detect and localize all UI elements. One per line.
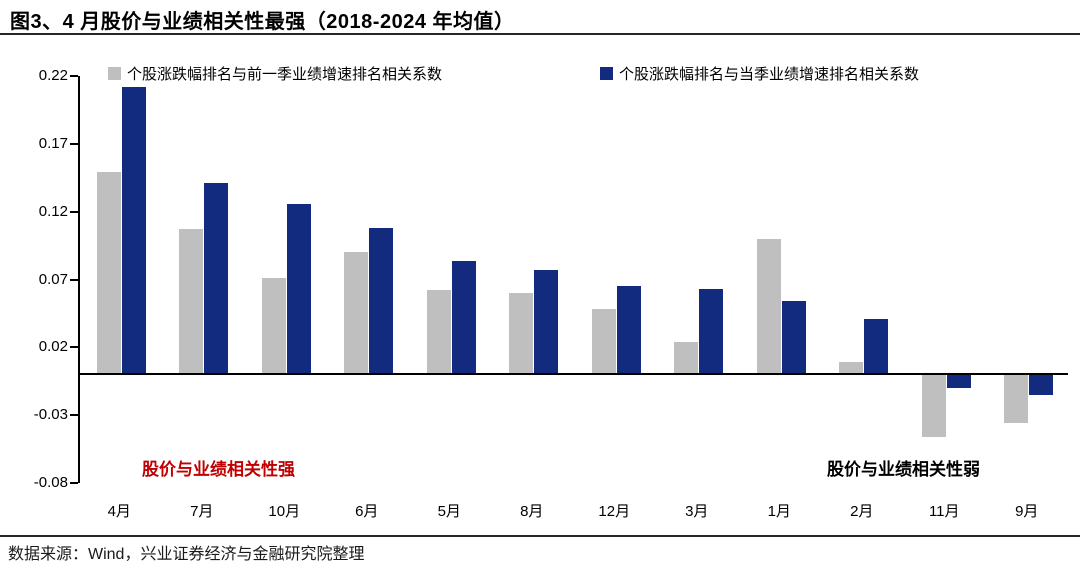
legend-swatch-gray [108,67,121,80]
source-note: 数据来源：Wind，兴业证券经济与金融研究院整理 [8,546,365,563]
bar-series2-1月 [781,301,806,375]
x-tick-label: 8月 [520,503,544,520]
bar-series2-7月 [204,183,229,375]
bar-series2-4月 [121,86,146,375]
x-axis: 4月 7月 10月 6月 5月 8月 12月 3月 1月 2月 11月 9月 [78,500,1068,522]
bar-series1-4月 [96,172,121,375]
y-tick-label: -0.03 [33,406,68,424]
footer-divider [0,535,1080,537]
y-tick-label: 0.22 [38,67,68,84]
y-tick-mark [70,210,78,213]
bar-series2-6月 [369,227,394,375]
y-tick-mark [70,346,78,349]
zero-axis-line [80,373,1068,376]
legend-label-prev-quarter: 个股涨跌幅排名与前一季业绩增速排名相关系数 [127,66,443,83]
bar-series2-2月 [864,318,889,375]
bar-series1-9月 [1004,374,1029,424]
plot-area: 0.22 0.17 0.12 0.07 0.02 -0.03 -0.08 [34,67,1068,491]
annotation-weak-correlation: 股价与业绩相关性弱 [827,460,980,479]
bar-series1-6月 [344,252,369,375]
x-tick-label: 2月 [850,503,874,520]
figure-title: 图3、4 月股价与业绩相关性最强（2018-2024 年均值） [10,11,515,33]
legend-label-curr-quarter: 个股涨跌幅排名与当季业绩增速排名相关系数 [619,66,920,83]
y-tick-mark [70,142,78,145]
x-tick-label: 11月 [928,503,960,520]
x-tick-label: 7月 [190,503,214,520]
x-tick-label: 6月 [355,503,379,520]
bar-series1-12月 [591,309,616,375]
x-tick-label: 4月 [107,503,131,520]
y-tick-label: 0.07 [38,270,68,288]
legend-item-curr-quarter: 个股涨跌幅排名与当季业绩增速排名相关系数 [600,63,919,84]
title-divider [0,33,1080,35]
bar-series2-8月 [534,270,559,375]
x-tick-label: 9月 [1015,503,1039,520]
y-tick-label: 0.02 [38,338,68,356]
bar-series2-9月 [1029,374,1054,395]
bar-series1-11月 [921,374,946,437]
bar-series1-3月 [674,341,699,375]
bar-series1-8月 [509,293,534,375]
bar-series1-7月 [179,229,204,375]
bar-series1-5月 [426,290,451,375]
y-tick-label: 0.12 [38,202,68,220]
legend-swatch-navy [600,67,613,80]
bar-series2-11月 [946,374,971,389]
legend-item-prev-quarter: 个股涨跌幅排名与前一季业绩增速排名相关系数 [108,63,442,84]
bar-series1-10月 [261,278,286,375]
bar-series1-1月 [756,238,781,375]
x-tick-label: 5月 [437,503,461,520]
x-tick-label: 12月 [598,503,631,520]
y-tick-mark [70,75,78,77]
bar-series1-2月 [839,362,864,375]
y-tick-mark [70,278,78,281]
y-tick-mark [70,482,78,484]
x-tick-label: 10月 [268,503,301,520]
x-tick-label: 1月 [767,503,791,520]
bar-series2-12月 [616,286,641,375]
y-tick-label: 0.17 [38,134,68,152]
x-tick-label: 3月 [685,503,709,520]
y-tick-mark [70,414,78,417]
y-tick-label: -0.08 [33,474,68,491]
bar-series2-10月 [286,203,311,375]
bar-series2-3月 [699,288,724,375]
bar-series2-5月 [451,260,476,375]
annotation-strong-correlation: 股价与业绩相关性强 [142,460,295,479]
